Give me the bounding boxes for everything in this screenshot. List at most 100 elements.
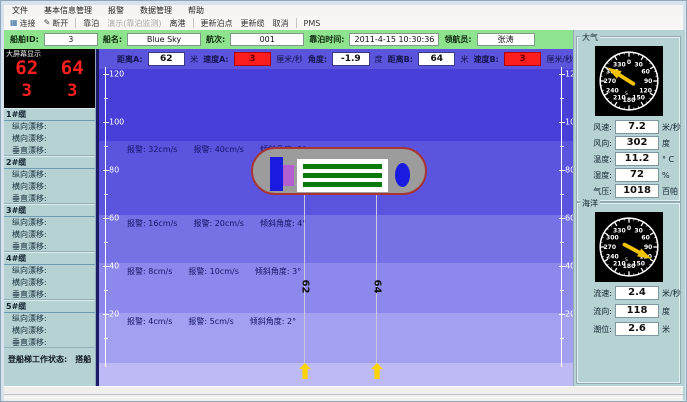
svg-text:240: 240 [606, 88, 619, 95]
drift-label: 垂直漂移: [12, 242, 47, 251]
ruler-minor-tick [104, 98, 108, 99]
ruler-major-tick [103, 122, 109, 123]
env-field-label: 潮位: [593, 324, 612, 334]
deck-stripe [303, 164, 382, 169]
svg-text:300: 300 [606, 234, 619, 241]
info-label: 领航员: [444, 35, 472, 44]
env-field-input[interactable]: 72 [615, 168, 659, 182]
svg-text:330: 330 [613, 61, 626, 68]
measure-value-input[interactable]: 62 [147, 52, 186, 66]
ship-deck [297, 159, 388, 192]
env-field-label: 风速: [593, 122, 612, 132]
connect-icon: ▦ [10, 18, 18, 27]
measurement-row: 距离A: 62 米速度A: 3 厘米/秒 角度: -1.9 度距离B: 64 米速度B: 3 厘米/秒 [99, 49, 573, 69]
env-field-row: 流向: 118 度 [577, 304, 680, 318]
env-field-row: 风向: 302 度 [577, 136, 680, 150]
mooring-line [376, 195, 377, 364]
toolbar-button[interactable]: 更新泊点 [197, 18, 237, 29]
alarm-band-labels: 报警: 16cm/s 报警: 20cm/s 倾斜角度: 4° [127, 218, 306, 229]
svg-text:120: 120 [639, 88, 652, 95]
env-field-unit: 度 [662, 138, 670, 148]
toolbar-button[interactable]: 离港 [166, 18, 190, 29]
svg-text:30: 30 [634, 227, 642, 234]
info-value-input[interactable]: 张涛 [476, 33, 535, 46]
measure-label: 速度A: [203, 54, 229, 64]
toolbar: ▦ 连接 ✎ 断开 靠泊 演示(靠泊监测) 离港 更新泊点 更新缆 取消 PMS [4, 16, 683, 31]
toolbar-button[interactable]: 演示(靠泊监测) [103, 18, 165, 29]
gangway-status-value: 搭船 [75, 355, 92, 364]
alarm-threshold-label: 报警: 20cm/s [193, 219, 244, 228]
measure-value-input[interactable]: 64 [417, 52, 456, 66]
toolbar-button[interactable]: 更新缆 [237, 18, 269, 29]
measure-value-input[interactable]: 3 [233, 52, 272, 66]
menu-item[interactable]: 文件 [12, 6, 28, 15]
toolbar-separator [192, 18, 194, 28]
drift-label: 纵向漂移: [12, 122, 47, 131]
alarm-band: 报警: 16cm/s 报警: 20cm/s 倾斜角度: 4° [99, 215, 573, 263]
ruler-major-tick [103, 314, 109, 315]
alarm-threshold-label: 倾斜角度: 2° [249, 317, 297, 326]
menu-item[interactable]: 帮助 [188, 6, 204, 15]
ruler-tick-label: 20 [109, 309, 120, 319]
env-field-row: 风速: 7.2 米/秒 [577, 120, 681, 134]
current-compass-dial: 0306090120150180210240270300330S [598, 217, 659, 277]
svg-text:180: 180 [622, 97, 635, 104]
measure-value-input[interactable]: 3 [503, 52, 542, 66]
toolbar-button-label: 离港 [169, 18, 186, 28]
measure-label: 角度: [307, 54, 328, 64]
env-field-label: 流速: [593, 288, 612, 298]
svg-text:150: 150 [632, 95, 645, 102]
env-field-row: 流速: 2.4 米/秒 [577, 286, 681, 300]
alarm-threshold-label: 报警: 32cm/s [127, 145, 178, 154]
env-field-input[interactable]: 302 [615, 136, 659, 150]
measure-value-input[interactable]: -1.9 [332, 52, 370, 66]
alarm-threshold-label: 报警: 8cm/s [127, 267, 173, 276]
toolbar-button[interactable]: 取消 [269, 18, 293, 29]
big-display-distance-a: 62 [15, 57, 39, 79]
alarm-band: 报警: 4cm/s 报警: 5cm/s 倾斜角度: 2° [99, 313, 573, 363]
env-field-input[interactable]: 2.6 [615, 322, 659, 336]
ruler-tick-label: 80 [565, 165, 573, 175]
cable-group-header: 5#缆 [4, 302, 95, 313]
cable-group-header: 2#缆 [4, 158, 95, 169]
toolbar-button[interactable]: PMS [300, 19, 325, 28]
info-value-input[interactable]: Blue Sky [127, 33, 202, 46]
info-label: 船名: [102, 35, 123, 44]
measure-label: 距离A: [117, 54, 143, 64]
alarm-threshold-label: 倾斜角度: 3° [254, 267, 302, 276]
ruler-minor-tick [560, 98, 564, 99]
svg-text:150: 150 [632, 261, 645, 268]
menu-item[interactable]: 基本信息管理 [44, 6, 92, 15]
ruler-minor-tick [560, 290, 564, 291]
toolbar-button-label: 靠泊 [83, 18, 100, 28]
info-value-input[interactable]: 001 [230, 33, 305, 46]
env-field-input[interactable]: 7.2 [615, 120, 659, 134]
menu-item[interactable]: 数据管理 [140, 6, 172, 15]
env-field-input[interactable]: 11.2 [615, 152, 659, 166]
toolbar-button[interactable]: 靠泊 [79, 18, 103, 29]
ruler-minor-tick [560, 146, 564, 147]
info-value-input[interactable]: 2011-4-15 10:30:36 [349, 33, 440, 46]
ruler-major-tick [559, 122, 565, 123]
drift-label: 垂直漂移: [12, 146, 47, 155]
toolbar-button[interactable]: ▦ 连接 [6, 18, 40, 29]
toolbar-button-label: 断开 [52, 18, 69, 28]
disconnect-icon: ✎ [43, 18, 51, 27]
ruler-minor-tick [560, 242, 564, 243]
env-field-input[interactable]: 1018 [615, 184, 659, 198]
ruler-major-tick [559, 74, 565, 75]
env-field-input[interactable]: 118 [615, 304, 659, 318]
toolbar-button-label: 更新缆 [240, 18, 265, 28]
ruler-tick-label: 100 [565, 117, 573, 127]
menu-item[interactable]: 报警 [108, 6, 124, 15]
drift-label: 纵向漂移: [12, 314, 47, 323]
info-value-input[interactable]: 3 [43, 33, 98, 46]
toolbar-button[interactable]: ✎ 断开 [40, 18, 73, 29]
left-panel: 大屏幕显示 62 64 3 3 1#缆 纵向漂移: 横向漂移: 垂直漂移: 2#缆 纵向漂… [4, 49, 96, 386]
ruler-tick-label: 20 [565, 309, 573, 319]
env-field-input[interactable]: 2.4 [615, 286, 659, 300]
toolbar-separator [295, 18, 297, 28]
ruler-minor-tick [104, 194, 108, 195]
svg-text:60: 60 [641, 234, 649, 241]
